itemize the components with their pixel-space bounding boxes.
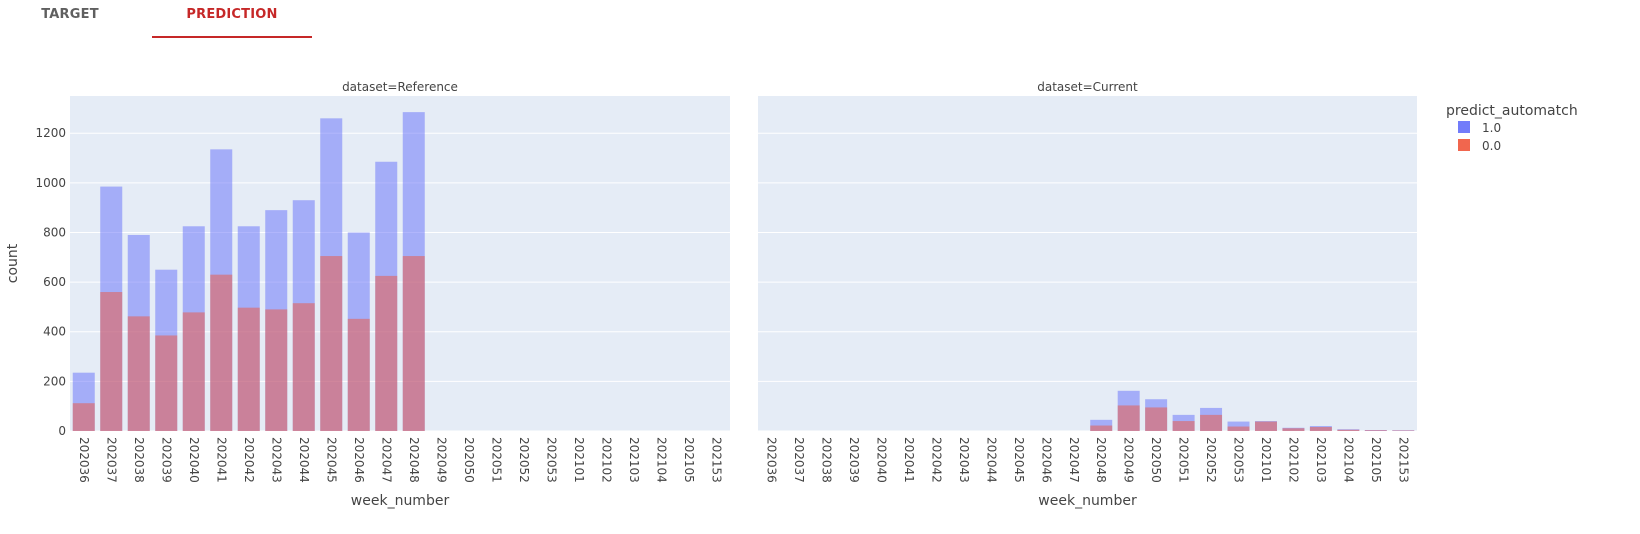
x-tick-label: 202153 <box>709 437 723 483</box>
legend-swatch <box>1458 121 1470 133</box>
bar <box>1090 419 1113 431</box>
x-tick-label: 202042 <box>929 437 943 483</box>
x-tick-label: 202153 <box>1396 437 1410 483</box>
x-tick-label: 202050 <box>462 437 476 483</box>
x-tick-label: 202046 <box>1039 437 1053 483</box>
x-tick-label: 202040 <box>875 437 889 483</box>
x-tick-label: 202050 <box>1149 437 1163 483</box>
x-tick-label: 202047 <box>1067 437 1081 483</box>
y-tick-label: 200 <box>43 374 66 388</box>
bar <box>100 292 123 431</box>
y-tick-label: 800 <box>43 225 66 239</box>
x-tick-label: 202052 <box>1204 437 1218 483</box>
legend-title: predict_automatch <box>1446 103 1578 119</box>
x-axis-label: week_number <box>1038 493 1137 509</box>
bar <box>1172 421 1195 431</box>
x-tick-label: 202037 <box>792 437 806 483</box>
x-tick-label: 202044 <box>297 437 311 483</box>
x-tick-label: 202051 <box>1177 437 1191 483</box>
x-tick-label: 202046 <box>352 437 366 483</box>
bar <box>1254 421 1277 431</box>
y-tick-label: 400 <box>43 325 66 339</box>
x-tick-label: 202045 <box>324 437 338 483</box>
legend-label: 0.0 <box>1482 139 1501 153</box>
x-tick-label: 202103 <box>627 437 641 483</box>
active-tab-indicator <box>152 36 312 38</box>
bar <box>127 316 150 431</box>
bar <box>237 307 260 431</box>
x-tick-label: 202041 <box>902 437 916 483</box>
x-tick-label: 202039 <box>847 437 861 483</box>
y-tick-label: 1000 <box>35 176 66 190</box>
x-tick-label: 202038 <box>820 437 834 483</box>
x-tick-label: 202048 <box>407 437 421 483</box>
panel-title: dataset=Current <box>1037 80 1138 94</box>
x-tick-label: 202104 <box>654 437 668 483</box>
x-tick-label: 202044 <box>984 437 998 483</box>
x-tick-label: 202042 <box>242 437 256 483</box>
x-tick-label: 202103 <box>1314 437 1328 483</box>
tab-bar: TARGET PREDICTION <box>0 0 400 40</box>
tab-prediction[interactable]: PREDICTION <box>186 7 278 22</box>
bar <box>1145 407 1168 431</box>
x-tick-label: 202036 <box>77 437 91 483</box>
plot-area-1 <box>70 96 730 431</box>
x-tick-label: 202053 <box>544 437 558 483</box>
x-tick-label: 202049 <box>434 437 448 483</box>
x-tick-label: 202041 <box>214 437 228 483</box>
x-tick-label: 202038 <box>132 437 146 483</box>
x-tick-label: 202045 <box>1012 437 1026 483</box>
panel-title: dataset=Reference <box>342 80 458 94</box>
y-tick-label: 600 <box>43 275 66 289</box>
bar <box>402 256 425 431</box>
bar <box>1309 427 1332 431</box>
y-tick-label: 1200 <box>35 126 66 140</box>
bar <box>347 318 370 431</box>
x-tick-label: 202101 <box>1259 437 1273 483</box>
x-tick-label: 202048 <box>1094 437 1108 483</box>
x-tick-label: 202052 <box>517 437 531 483</box>
legend-swatch <box>1458 139 1470 151</box>
x-axis-label: week_number <box>351 493 450 509</box>
bar <box>265 309 288 431</box>
x-tick-label: 202037 <box>104 437 118 483</box>
x-tick-label: 202043 <box>957 437 971 483</box>
bar <box>1227 426 1250 431</box>
bar <box>72 403 95 431</box>
plot-area-2 <box>758 96 1417 431</box>
x-tick-label: 202105 <box>682 437 696 483</box>
bar <box>1364 430 1387 431</box>
y-axis-label: count <box>5 243 21 283</box>
x-tick-label: 202102 <box>1286 437 1300 483</box>
x-tick-label: 202039 <box>159 437 173 483</box>
bar <box>1117 405 1140 431</box>
x-tick-label: 202051 <box>489 437 503 483</box>
x-tick-label: 202040 <box>187 437 201 483</box>
bar <box>320 256 343 431</box>
bar <box>1337 429 1360 431</box>
bar <box>1200 414 1223 431</box>
bar <box>1227 421 1250 431</box>
x-tick-label: 202053 <box>1232 437 1246 483</box>
bar <box>1090 425 1113 431</box>
x-tick-label: 202043 <box>269 437 283 483</box>
bar <box>182 312 205 431</box>
x-tick-label: 202104 <box>1341 437 1355 483</box>
legend-label: 1.0 <box>1482 121 1501 135</box>
bar <box>375 275 398 431</box>
bar <box>292 303 315 431</box>
bar <box>210 274 233 431</box>
x-tick-label: 202102 <box>599 437 613 483</box>
x-tick-label: 202105 <box>1369 437 1383 483</box>
x-tick-label: 202036 <box>765 437 779 483</box>
tab-target[interactable]: TARGET <box>41 7 99 22</box>
bar <box>155 335 178 431</box>
x-tick-label: 202049 <box>1122 437 1136 483</box>
x-tick-label: 202047 <box>379 437 393 483</box>
y-tick-label: 0 <box>58 424 66 438</box>
x-tick-label: 202101 <box>572 437 586 483</box>
bar <box>1282 428 1305 431</box>
